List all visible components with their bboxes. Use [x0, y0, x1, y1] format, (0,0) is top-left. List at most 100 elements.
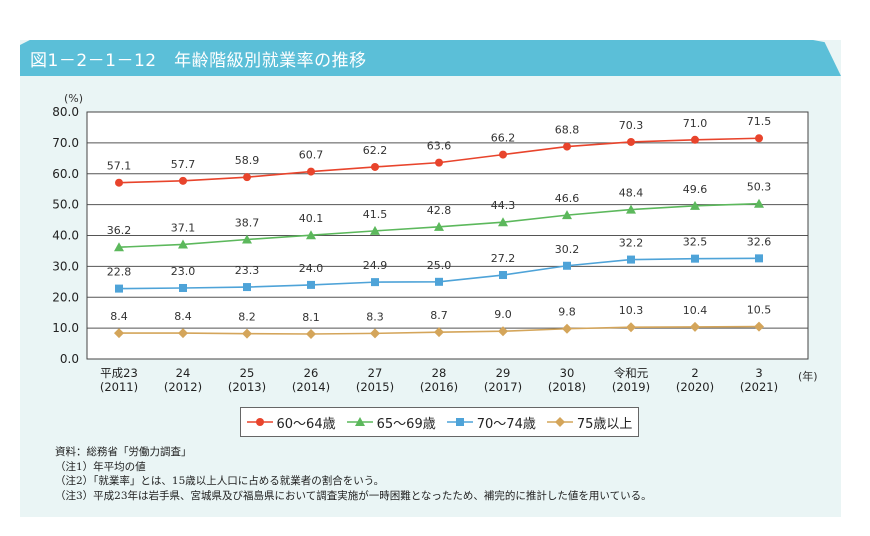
- data-label: 23.3: [235, 264, 260, 277]
- data-point-marker: [434, 221, 444, 231]
- x-tick-label: 令和元: [614, 366, 649, 380]
- x-tick-year-label: (2021): [740, 380, 778, 394]
- data-label: 57.1: [107, 160, 132, 173]
- data-label: 63.6: [427, 140, 452, 153]
- data-point-marker: [498, 326, 508, 337]
- data-label: 70.3: [619, 119, 644, 132]
- data-label: 10.3: [619, 304, 644, 317]
- data-point-marker: [179, 283, 187, 292]
- data-label: 23.0: [171, 265, 196, 278]
- note-3: （注3）平成23年は岩手県、宮城県及び福島県において調査実施が一時困難となったた…: [55, 489, 652, 502]
- x-tick-year-label: (2020): [676, 380, 714, 394]
- data-point-marker: [562, 210, 572, 220]
- data-label: 24.9: [363, 259, 388, 272]
- data-label: 68.8: [555, 124, 580, 137]
- data-label: 8.4: [174, 310, 192, 323]
- data-label: 8.3: [366, 310, 384, 323]
- data-label: 24.0: [299, 262, 324, 275]
- data-label: 8.7: [430, 309, 448, 322]
- x-tick-label: 平成23: [100, 366, 138, 380]
- legend-item: 65～69歳: [346, 413, 436, 432]
- data-point-marker: [370, 225, 380, 235]
- y-tick-label: 70.0: [52, 136, 79, 150]
- x-tick-year-label: (2017): [484, 380, 522, 394]
- data-label: 58.9: [235, 154, 260, 167]
- data-label: 27.2: [491, 252, 516, 265]
- y-tick-label: 60.0: [52, 167, 79, 181]
- data-point-marker: [178, 328, 188, 339]
- data-label: 22.8: [107, 266, 132, 279]
- y-tick-label: 50.0: [52, 198, 79, 212]
- data-label: 42.8: [427, 204, 452, 217]
- legend-label: 60～64歳: [276, 416, 336, 432]
- x-tick-year-label: (2016): [420, 380, 458, 394]
- data-point-marker: [114, 242, 124, 252]
- x-tick-label: 3: [755, 366, 762, 380]
- data-label: 9.0: [494, 308, 512, 321]
- legend-item: 70～74歳: [446, 413, 536, 432]
- data-label: 66.2: [491, 132, 516, 145]
- series-0: 57.1 57.7 58.9 60.7 62.2 63.6 66.2 68.8 70.3 71.0…: [107, 115, 772, 187]
- note-2: （注2）「就業率」とは、15歳以上人口に占める就業者の割合をいう。: [55, 475, 385, 487]
- data-point-marker: [627, 255, 635, 264]
- data-point-marker: [434, 327, 444, 338]
- legend-item: 60～64歳: [246, 413, 336, 432]
- legend-marker: [255, 418, 264, 426]
- data-point-marker: [243, 283, 251, 292]
- y-tick-label: 0.0: [60, 352, 79, 366]
- note-1: （注1）年平均の値: [55, 460, 146, 473]
- data-label: 32.2: [619, 237, 644, 250]
- legend-label: 70～74歳: [476, 416, 536, 432]
- data-point-marker: [690, 200, 700, 210]
- data-point-marker: [371, 278, 379, 287]
- data-label: 37.1: [171, 221, 196, 234]
- data-label: 10.5: [747, 304, 772, 317]
- series-3: 8.4 8.4 8.2 8.1 8.3 8.7 9.0 9.8 10.3 10.4 10.5: [110, 304, 771, 339]
- data-label: 8.2: [238, 311, 256, 324]
- x-tick-label: 29: [496, 366, 511, 380]
- x-tick-year-label: (2011): [100, 380, 138, 394]
- x-tick-year-label: (2018): [548, 380, 586, 394]
- legend-marker: [554, 417, 565, 427]
- data-point-marker: [307, 280, 315, 289]
- legend-marker: [455, 418, 464, 426]
- y-tick-label: 10.0: [52, 321, 79, 335]
- x-tick-label: 28: [432, 366, 447, 380]
- y-tick-label: 20.0: [52, 290, 79, 304]
- data-label: 57.7: [171, 158, 196, 171]
- data-point-marker: [307, 167, 315, 176]
- data-label: 32.5: [683, 236, 708, 249]
- x-tick-year-label: (2014): [292, 380, 330, 394]
- x-tick-label: 26: [304, 366, 319, 380]
- data-point-marker: [306, 230, 316, 240]
- data-point-marker: [371, 162, 379, 171]
- data-label: 71.0: [683, 117, 708, 130]
- series-1: 36.2 37.1 38.7 40.1 41.5 42.8 44.3 46.6 48.4 49.6…: [107, 181, 771, 252]
- data-label: 41.5: [363, 208, 388, 221]
- data-label: 10.4: [683, 304, 708, 317]
- data-label: 49.6: [683, 183, 708, 196]
- data-point-marker: [754, 321, 764, 332]
- x-tick-year-label: (2019): [612, 380, 650, 394]
- data-point-marker: [179, 176, 187, 185]
- data-point-marker: [499, 150, 507, 159]
- data-label: 36.2: [107, 224, 132, 237]
- data-point-marker: [627, 137, 635, 146]
- data-point-marker: [178, 239, 188, 249]
- square-marker-icon: [446, 418, 473, 426]
- diamond-marker-icon: [546, 417, 573, 427]
- data-point-marker: [115, 178, 123, 187]
- data-point-marker: [242, 234, 252, 244]
- y-tick-label: 40.0: [52, 229, 79, 243]
- data-point-marker: [691, 254, 699, 263]
- data-label: 60.7: [299, 149, 324, 162]
- data-label: 71.5: [747, 115, 772, 128]
- data-point-marker: [498, 217, 508, 227]
- data-point-marker: [243, 173, 251, 182]
- data-point-marker: [690, 321, 700, 332]
- data-label: 32.6: [747, 235, 772, 248]
- data-label: 8.4: [110, 310, 128, 323]
- data-label: 44.3: [491, 199, 516, 212]
- data-point-marker: [755, 134, 763, 143]
